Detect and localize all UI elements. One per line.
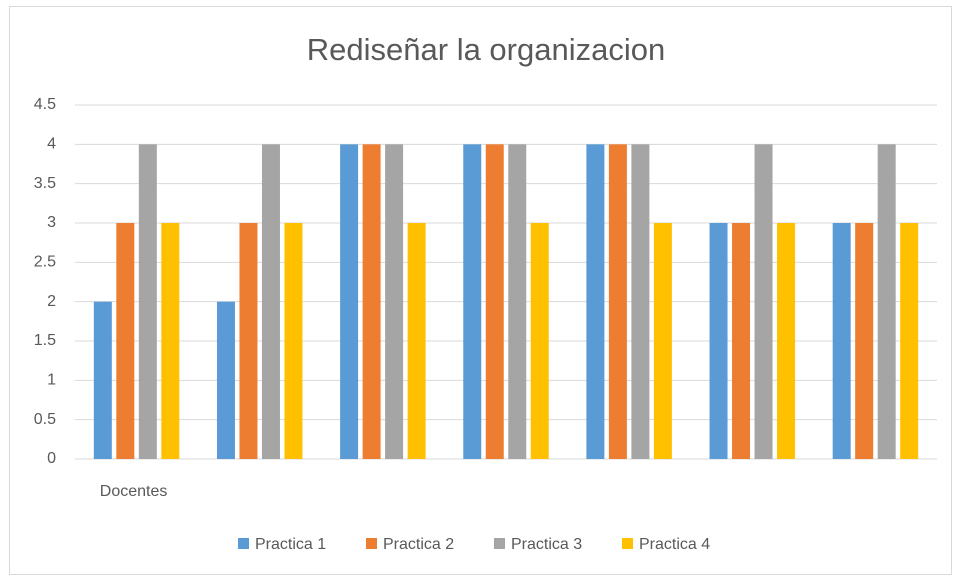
bar: [877, 144, 896, 460]
y-tick-label: 0.5: [34, 411, 56, 428]
y-tick-label: 1.5: [34, 332, 56, 349]
bar: [261, 144, 280, 460]
y-tick-label: 4.5: [34, 96, 56, 113]
legend-swatch: [238, 538, 249, 549]
bar: [900, 223, 919, 459]
bar: [754, 144, 773, 460]
y-tick-label: 2.5: [34, 254, 56, 271]
y-tick-label: 4: [47, 136, 56, 153]
legend-label: Practica 4: [639, 536, 710, 553]
y-tick-label: 3.5: [34, 175, 56, 192]
bar: [116, 223, 135, 459]
bar: [463, 144, 482, 460]
bar: [239, 223, 258, 459]
legend-swatch: [494, 538, 505, 549]
bar: [340, 144, 359, 460]
bar: [362, 144, 381, 460]
legend-swatch: [622, 538, 633, 549]
legend-label: Practica 1: [255, 536, 326, 553]
y-tick-label: 1: [47, 372, 56, 389]
bar: [653, 223, 672, 459]
bar: [530, 223, 549, 459]
bar: [93, 301, 112, 459]
bar: [709, 223, 728, 459]
bar: [732, 223, 751, 459]
y-tick-label: 0: [47, 450, 56, 467]
x-tick-label: Docentes: [100, 483, 168, 500]
y-tick-label: 3: [47, 214, 56, 231]
bar: [284, 223, 303, 459]
bar: [777, 223, 796, 459]
bar: [385, 144, 404, 460]
y-tick-label: 2: [47, 293, 56, 310]
chart-title: Rediseñar la organizacion: [307, 32, 665, 67]
bar: [631, 144, 650, 460]
legend-swatch: [366, 538, 377, 549]
bar: [855, 223, 874, 459]
legend-label: Practica 3: [511, 536, 582, 553]
bar: [138, 144, 157, 460]
bar: [407, 223, 426, 459]
bar: [832, 223, 851, 459]
bar: [608, 144, 627, 460]
bar: [485, 144, 504, 460]
bar: [216, 301, 235, 459]
legend-label: Practica 2: [383, 536, 454, 553]
bar: [161, 223, 180, 459]
bar: [586, 144, 605, 460]
bar: [508, 144, 527, 460]
